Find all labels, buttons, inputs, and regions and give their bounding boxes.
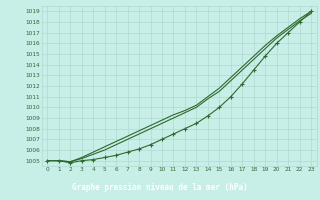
Text: Graphe pression niveau de la mer (hPa): Graphe pression niveau de la mer (hPa) [72, 182, 248, 192]
